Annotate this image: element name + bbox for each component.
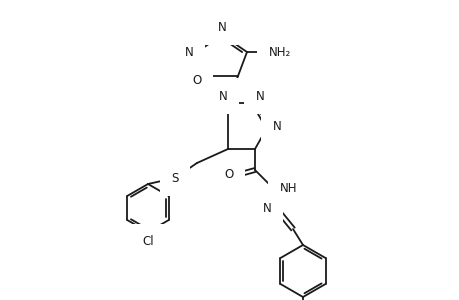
Text: N: N bbox=[255, 89, 264, 103]
Text: S: S bbox=[171, 172, 178, 184]
Text: NH₂: NH₂ bbox=[269, 46, 291, 59]
Text: N: N bbox=[218, 89, 227, 103]
Text: N: N bbox=[217, 20, 226, 34]
Text: O: O bbox=[224, 169, 233, 182]
Text: NH: NH bbox=[280, 182, 297, 194]
Text: O: O bbox=[192, 74, 201, 86]
Text: N: N bbox=[184, 46, 193, 59]
Text: N: N bbox=[272, 119, 281, 133]
Text: Cl: Cl bbox=[142, 236, 153, 248]
Text: N: N bbox=[262, 202, 271, 215]
